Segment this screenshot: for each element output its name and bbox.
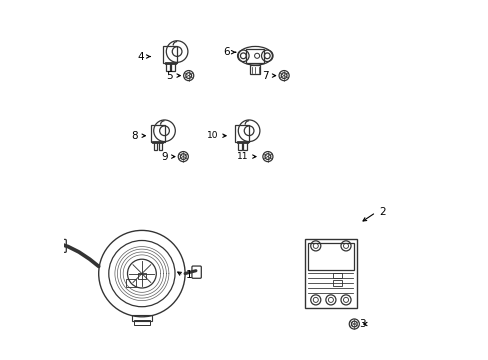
Bar (171, 63, 174, 71)
Bar (125, 279, 136, 287)
Bar (332, 280, 341, 286)
Bar (235, 125, 248, 142)
Bar (150, 125, 164, 142)
Text: 1: 1 (186, 270, 192, 280)
Text: 6: 6 (223, 47, 230, 57)
Bar (164, 62, 175, 64)
Bar (307, 243, 353, 270)
Bar (236, 141, 247, 143)
Text: 11: 11 (237, 152, 248, 161)
Text: 2: 2 (378, 207, 385, 217)
Bar (238, 142, 241, 150)
Text: 9: 9 (161, 152, 167, 162)
Text: 4: 4 (138, 51, 144, 62)
Bar (332, 273, 341, 278)
Bar (250, 65, 260, 74)
Text: 8: 8 (131, 131, 138, 141)
Text: 5: 5 (166, 71, 173, 81)
Bar (243, 142, 246, 150)
Bar (134, 320, 149, 325)
Bar (304, 239, 356, 308)
Bar (246, 49, 264, 63)
Bar (158, 142, 162, 150)
Text: 3: 3 (359, 319, 365, 329)
Bar (138, 273, 146, 279)
Bar (163, 45, 177, 63)
Bar (132, 315, 151, 321)
Bar (152, 141, 163, 143)
Bar (153, 142, 157, 150)
Text: 7: 7 (262, 71, 268, 81)
Text: 10: 10 (206, 131, 218, 140)
Bar (166, 63, 169, 71)
